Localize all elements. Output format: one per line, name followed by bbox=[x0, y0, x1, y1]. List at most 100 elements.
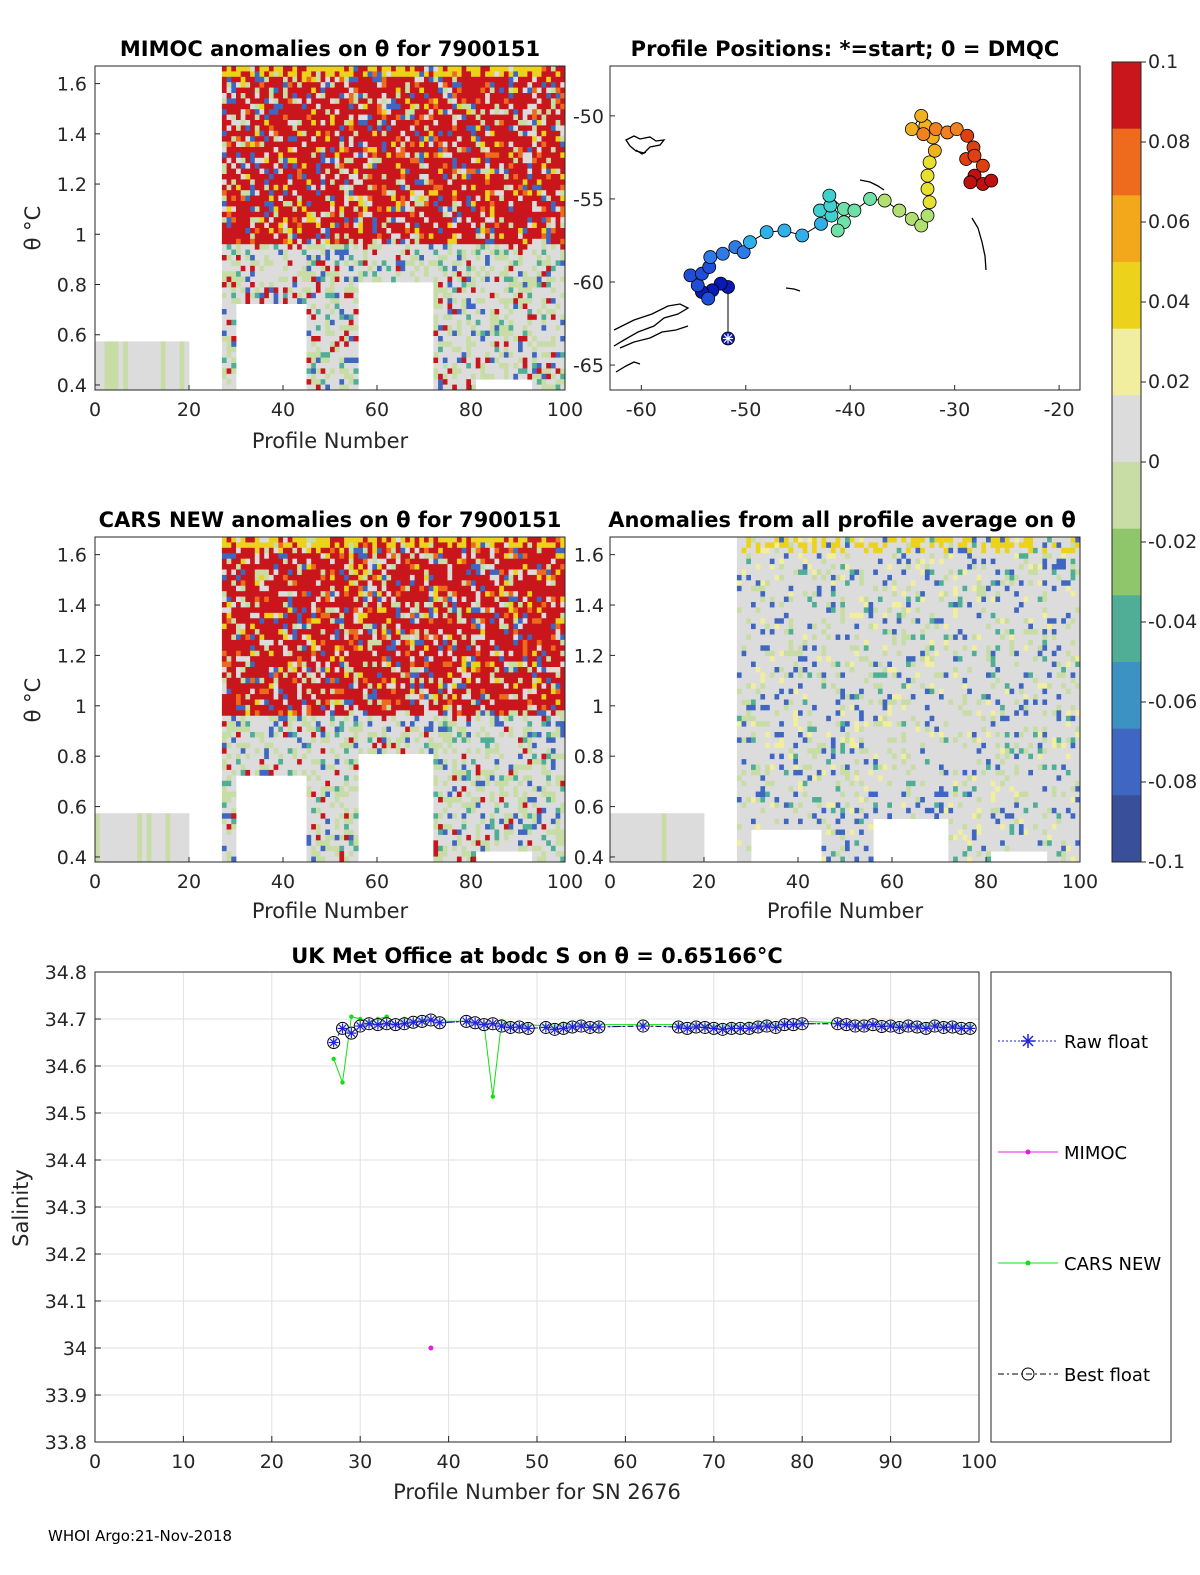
heat-cell bbox=[287, 130, 293, 137]
heat-cell bbox=[485, 319, 491, 326]
heat-cell bbox=[536, 276, 542, 283]
heat-cell bbox=[461, 292, 467, 299]
heat-cell bbox=[362, 244, 368, 250]
heat-cell bbox=[400, 174, 406, 180]
heat-cell bbox=[330, 357, 336, 364]
heat-cell bbox=[372, 184, 378, 191]
heat-cell bbox=[546, 190, 552, 196]
heat-cell bbox=[353, 206, 359, 213]
heat-cell bbox=[315, 125, 321, 132]
heat-cell bbox=[503, 136, 509, 142]
heat-cell bbox=[297, 103, 303, 110]
heat-cell bbox=[546, 287, 552, 294]
heat-cell bbox=[522, 346, 528, 353]
heat-cell bbox=[283, 726, 289, 733]
heat-cell bbox=[513, 314, 519, 321]
heat-cell bbox=[283, 217, 289, 223]
heat-cell bbox=[268, 255, 274, 261]
heat-cell bbox=[395, 249, 401, 256]
heat-cell bbox=[226, 179, 232, 186]
heat-cell bbox=[306, 764, 312, 771]
heat-cell bbox=[480, 125, 486, 132]
heat-cell bbox=[297, 265, 303, 272]
heat-cell bbox=[320, 163, 326, 169]
heat-cell bbox=[560, 120, 566, 126]
heat-cell bbox=[264, 759, 270, 765]
heat-cell bbox=[315, 677, 321, 684]
heat-cell bbox=[494, 276, 500, 283]
heat-cell bbox=[236, 168, 242, 175]
heat-cell bbox=[386, 271, 392, 277]
heat-cell bbox=[485, 157, 491, 164]
heat-cell bbox=[442, 136, 448, 142]
heat-cell bbox=[325, 233, 331, 240]
heat-cell bbox=[315, 656, 321, 662]
heat-cell bbox=[240, 298, 246, 304]
heat-cell bbox=[560, 76, 566, 83]
heat-cell bbox=[480, 244, 486, 250]
heat-cell bbox=[550, 125, 556, 132]
heat-cell bbox=[297, 76, 303, 83]
heat-cell bbox=[320, 352, 326, 358]
heat-cell bbox=[499, 276, 505, 283]
heat-cell bbox=[513, 103, 519, 110]
heat-cell bbox=[278, 661, 284, 668]
heat-cell bbox=[236, 222, 242, 229]
heat-cell bbox=[405, 184, 411, 191]
heat-cell bbox=[555, 255, 561, 261]
heat-cell bbox=[456, 298, 462, 304]
heat-cell bbox=[297, 125, 303, 132]
heat-cell bbox=[377, 114, 383, 121]
heat-cell bbox=[231, 564, 237, 570]
heat-cell bbox=[273, 168, 279, 175]
heat-cell bbox=[306, 238, 312, 245]
heat-cell bbox=[287, 152, 293, 159]
heat-cell bbox=[334, 211, 340, 218]
heat-cell bbox=[550, 71, 556, 78]
heat-cell bbox=[231, 184, 237, 191]
heat-cell bbox=[236, 591, 242, 597]
heat-cell bbox=[452, 271, 458, 277]
heat-cell bbox=[532, 201, 538, 207]
heat-cell bbox=[475, 346, 481, 353]
heat-cell bbox=[452, 201, 458, 207]
heat-cell bbox=[452, 384, 458, 391]
heat-cell bbox=[503, 249, 509, 256]
heat-cell bbox=[442, 363, 448, 369]
heat-cell bbox=[226, 336, 232, 342]
heat-cell bbox=[503, 319, 509, 326]
heat-cell bbox=[466, 76, 472, 83]
heat-cell bbox=[344, 120, 350, 126]
heat-cell bbox=[522, 109, 528, 115]
heat-cell bbox=[297, 591, 303, 597]
heat-cell bbox=[292, 292, 298, 299]
heat-cell bbox=[452, 136, 458, 142]
heat-cell bbox=[311, 845, 317, 852]
heat-cell bbox=[409, 76, 415, 83]
heat-cell bbox=[499, 217, 505, 223]
heat-cell bbox=[395, 260, 401, 267]
heat-cell bbox=[245, 255, 251, 261]
heat-cell bbox=[560, 319, 566, 326]
heat-cell bbox=[240, 542, 246, 549]
heat-cell bbox=[405, 217, 411, 223]
heat-cell bbox=[555, 368, 561, 375]
heat-cell bbox=[541, 276, 547, 283]
heat-cell bbox=[320, 639, 326, 646]
heat-cell bbox=[461, 249, 467, 256]
heat-cell bbox=[456, 319, 462, 326]
heat-cell bbox=[532, 103, 538, 110]
heat-cell bbox=[536, 66, 542, 72]
heat-cell bbox=[461, 174, 467, 180]
heat-cell bbox=[424, 217, 430, 223]
heat-cell bbox=[555, 336, 561, 342]
heat-cell bbox=[325, 66, 331, 72]
heat-cell bbox=[320, 634, 326, 641]
heat-cell bbox=[480, 174, 486, 180]
heat-cell bbox=[555, 363, 561, 369]
heat-cell bbox=[475, 357, 481, 364]
heat-cell bbox=[236, 87, 242, 94]
heat-cell bbox=[226, 748, 232, 755]
heat-cell bbox=[381, 168, 387, 175]
heat-cell bbox=[311, 238, 317, 245]
